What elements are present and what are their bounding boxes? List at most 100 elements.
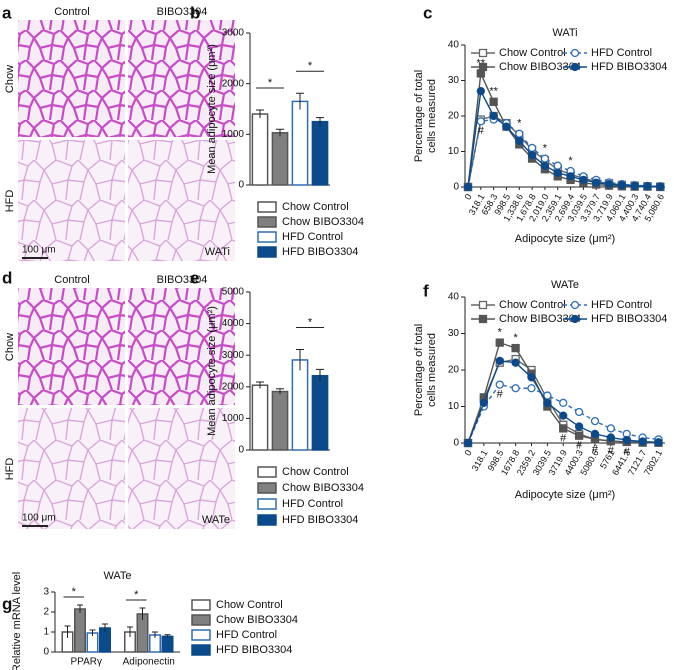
significance-label: # bbox=[608, 445, 615, 457]
error-bar bbox=[127, 626, 133, 637]
significance-label: # bbox=[576, 440, 583, 452]
legend-swatch bbox=[257, 466, 277, 478]
marker bbox=[515, 129, 524, 138]
significance-label: ** bbox=[489, 86, 498, 98]
bar bbox=[74, 608, 86, 653]
significance-label: * bbox=[72, 586, 77, 598]
row-label: Chow bbox=[4, 333, 16, 361]
series-line bbox=[467, 115, 661, 188]
legend-swatch bbox=[257, 216, 277, 228]
bar bbox=[311, 374, 329, 451]
chart-title: WATi bbox=[552, 27, 577, 39]
scale-bar-label: 100 μm bbox=[22, 245, 56, 256]
y-tick-label: 20 bbox=[448, 365, 460, 376]
y-axis-label: cells measured bbox=[426, 333, 438, 407]
y-axis-label: Mean adipocyte size (μm²) bbox=[206, 306, 218, 436]
significance-label: * bbox=[268, 77, 273, 89]
column-label: Control bbox=[54, 274, 89, 286]
chart-title: WATe bbox=[103, 570, 131, 582]
series-line bbox=[467, 70, 661, 188]
x-axis-label: Adipocyte size (μm²) bbox=[515, 233, 615, 245]
bar bbox=[311, 120, 329, 186]
y-tick-label: 3000 bbox=[222, 350, 245, 361]
legend-swatch bbox=[257, 201, 277, 213]
significance-label: # bbox=[478, 125, 485, 137]
marker bbox=[604, 180, 614, 189]
column-label: Control bbox=[54, 6, 89, 18]
significance-label: * bbox=[513, 332, 518, 344]
legend-swatch bbox=[257, 246, 277, 258]
y-tick-label: 2000 bbox=[222, 78, 245, 89]
marker bbox=[553, 161, 562, 170]
error-bar bbox=[256, 381, 264, 389]
error-bar bbox=[77, 604, 83, 613]
legend-label: HFD BIBO3304 bbox=[282, 514, 358, 526]
error-bar bbox=[276, 128, 284, 137]
legend-label: HFD Control bbox=[282, 498, 343, 510]
row-label: HFD bbox=[4, 458, 16, 481]
histology-image bbox=[128, 408, 235, 529]
legend-label: HFD Control bbox=[591, 299, 652, 311]
x-tick-label: 0 bbox=[463, 192, 474, 201]
marker bbox=[463, 438, 473, 448]
marker bbox=[511, 384, 520, 393]
panel-label: c bbox=[423, 3, 432, 22]
legend-swatch bbox=[191, 599, 211, 611]
panel-label: g bbox=[2, 594, 12, 613]
marker bbox=[495, 338, 504, 347]
legend-label: Chow Control bbox=[282, 466, 349, 478]
legend-label: Chow BIBO3304 bbox=[282, 216, 364, 228]
legend-label: Chow BIBO3304 bbox=[216, 614, 298, 626]
marker bbox=[559, 411, 568, 420]
marker bbox=[656, 182, 665, 191]
legend-label: Chow Control bbox=[282, 201, 349, 213]
marker bbox=[643, 182, 652, 191]
legend-swatch bbox=[191, 644, 211, 656]
bar bbox=[291, 359, 309, 451]
legend-label: Chow Control bbox=[499, 47, 566, 59]
marker bbox=[540, 161, 550, 170]
y-tick-label: 1000 bbox=[222, 413, 245, 424]
marker bbox=[574, 431, 584, 440]
marker bbox=[540, 154, 550, 163]
marker bbox=[654, 438, 663, 447]
legend-label: HFD BIBO3304 bbox=[591, 61, 667, 73]
bar bbox=[271, 390, 289, 451]
y-axis-label: Mean adipocyte size (μm²) bbox=[206, 44, 218, 174]
significance-label: ** bbox=[477, 57, 486, 69]
marker bbox=[570, 48, 580, 58]
legend-swatch bbox=[191, 614, 211, 626]
legend-label: Chow BIBO3304 bbox=[499, 61, 581, 73]
marker bbox=[478, 314, 488, 324]
legend-label: HFD BIBO3304 bbox=[216, 644, 292, 656]
y-axis-label: cells measured bbox=[426, 79, 438, 153]
marker bbox=[617, 181, 626, 190]
marker bbox=[574, 422, 584, 431]
marker bbox=[476, 87, 485, 96]
histology-image bbox=[18, 140, 125, 261]
legend-label: Chow BIBO3304 bbox=[499, 313, 581, 325]
marker bbox=[606, 424, 616, 433]
marker bbox=[590, 429, 600, 439]
marker bbox=[495, 356, 504, 366]
marker bbox=[495, 380, 504, 389]
legend-label: HFD Control bbox=[282, 231, 343, 243]
legend-swatch bbox=[257, 231, 277, 243]
marker bbox=[527, 373, 536, 382]
bar bbox=[291, 100, 309, 186]
marker bbox=[489, 111, 498, 121]
legend-label: HFD BIBO3304 bbox=[282, 246, 358, 258]
significance-label: # bbox=[592, 443, 599, 455]
x-tick-label: 0 bbox=[463, 448, 474, 457]
histology-image bbox=[128, 140, 235, 261]
marker bbox=[478, 48, 488, 58]
y-axis-label: Percentage of total bbox=[413, 324, 425, 416]
marker bbox=[527, 384, 536, 393]
error-bar bbox=[256, 109, 264, 119]
chart-title: WATe bbox=[551, 279, 579, 291]
marker bbox=[502, 122, 511, 131]
error-bar bbox=[296, 349, 304, 371]
legend-label: Chow Control bbox=[216, 599, 283, 611]
bar bbox=[251, 384, 269, 451]
error-bar bbox=[296, 92, 304, 110]
